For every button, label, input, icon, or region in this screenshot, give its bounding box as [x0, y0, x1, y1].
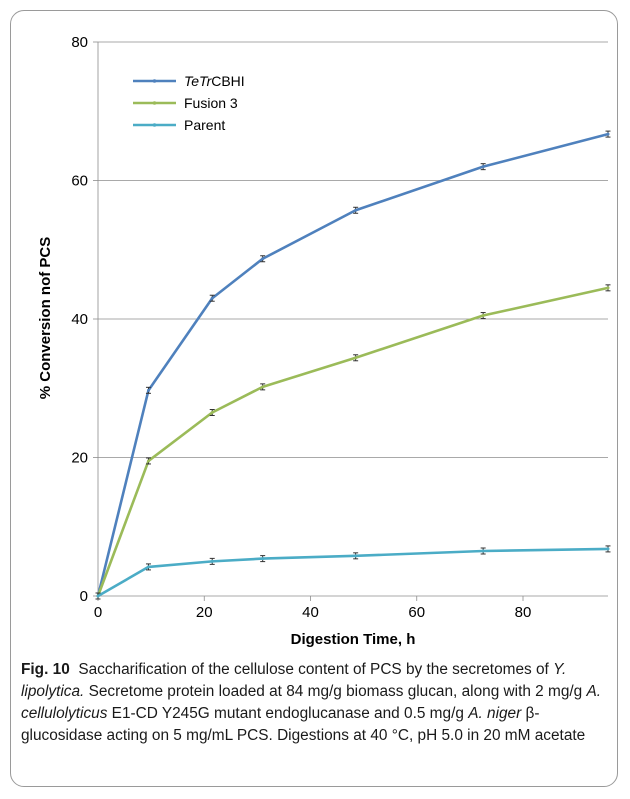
data-point — [481, 165, 485, 169]
caption-segment: Secretome protein loaded at 84 mg/g biom… — [84, 683, 587, 700]
series-2 — [95, 284, 611, 600]
grid-lines — [98, 41, 608, 458]
data-point — [354, 356, 358, 360]
caption-text: Saccharification of the cellulose conten… — [21, 661, 601, 744]
data-point — [210, 559, 214, 563]
legend-label: Parent — [184, 117, 225, 133]
series-3 — [95, 545, 611, 600]
data-point — [354, 554, 358, 558]
caption-segment: β-glucosidase acting on 5 mg/mL PCS. Dig… — [21, 705, 586, 744]
caption-segment: A. cellulolyticus — [21, 683, 602, 722]
x-tick-label: 0 — [94, 604, 102, 621]
x-tick-label: 80 — [515, 604, 532, 621]
data-point — [146, 388, 150, 392]
data-point — [481, 314, 485, 318]
caption-segment: A. niger — [468, 705, 522, 722]
axes — [93, 41, 608, 601]
legend-label: Fusion 3 — [184, 95, 238, 111]
series-1 — [95, 130, 611, 600]
data-point — [146, 459, 150, 463]
series-line — [97, 547, 609, 598]
data-point — [210, 410, 214, 414]
y-tick-label: 0 — [80, 588, 88, 605]
line-chart: 0 20 40 60 80 0 20 40 60 80 TeTrCBHI Fusion 3 Pare… — [37, 34, 611, 648]
figure-caption: Fig. 10 Saccharification of the cellulos… — [21, 659, 613, 747]
series-group — [95, 130, 611, 600]
data-point — [210, 296, 214, 300]
legend-entry-3: Parent — [133, 117, 225, 133]
legend-marker — [152, 101, 157, 105]
legend-entry-2: Fusion 3 — [133, 95, 238, 111]
data-point — [606, 132, 610, 136]
data-point — [606, 286, 610, 290]
data-point — [481, 549, 485, 553]
data-point — [354, 208, 358, 212]
caption-segment: Y. lipolytica. — [21, 661, 567, 700]
data-point — [146, 565, 150, 569]
y-tick-labels: 0 20 40 60 80 — [71, 34, 88, 605]
caption-segment: Saccharification of the cellulose conten… — [78, 661, 554, 678]
data-point — [96, 594, 100, 598]
figure-frame — [10, 10, 618, 787]
caption-segment: E1-CD Y245G mutant endoglucanase and 0.5… — [107, 705, 469, 722]
x-tick-label: 20 — [196, 604, 213, 621]
legend-marker — [152, 123, 157, 127]
legend-marker — [152, 79, 157, 83]
x-tick-label: 40 — [302, 604, 319, 621]
y-tick-label: 20 — [71, 450, 88, 467]
figure-label: Fig. 10 — [21, 661, 70, 678]
x-axis-title: Digestion Time, h — [291, 631, 416, 648]
legend: TeTrCBHI Fusion 3 Parent — [133, 73, 245, 133]
y-tick-label: 80 — [71, 34, 88, 51]
x-tick-labels: 0 20 40 60 80 — [94, 604, 532, 621]
series-line — [96, 132, 609, 597]
legend-entry-1: TeTrCBHI — [133, 73, 245, 89]
y-tick-label: 60 — [71, 173, 88, 190]
data-point — [606, 547, 610, 551]
y-axis-title: % Conversion nof PCS — [37, 237, 54, 400]
data-point — [261, 257, 265, 261]
legend-label: TeTrCBHI — [184, 73, 245, 89]
x-tick-label: 60 — [408, 604, 425, 621]
data-point — [261, 557, 265, 561]
y-tick-label: 40 — [71, 311, 88, 328]
data-point — [261, 385, 265, 389]
